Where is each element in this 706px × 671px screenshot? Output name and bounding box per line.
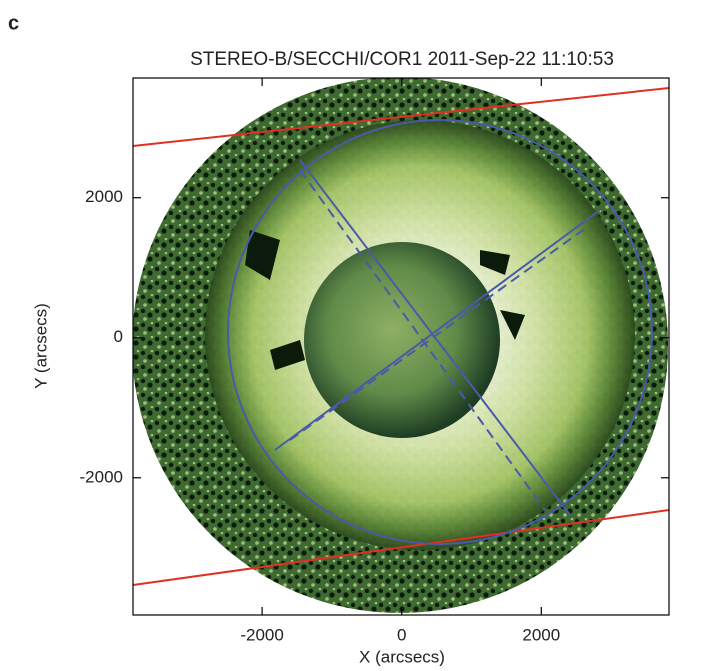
y-axis-label: Y (arcsecs) (31, 303, 50, 389)
y-tick-label: 2000 (85, 187, 123, 206)
figure: c STEREO-B/SECCHI/COR1 2011-Sep-22 11:10… (0, 0, 706, 671)
y-tick-label: -2000 (80, 467, 123, 486)
page: c STEREO-B/SECCHI/COR1 2011-Sep-22 11:10… (0, 0, 706, 671)
panel-label: c (8, 12, 19, 34)
x-tick-label: -2000 (240, 625, 283, 644)
coronagraph-image (132, 77, 669, 615)
x-tick-label: 0 (397, 625, 406, 644)
chart-title: STEREO-B/SECCHI/COR1 2011-Sep-22 11:10:5… (190, 49, 614, 70)
x-tick-label: 2000 (522, 625, 560, 644)
y-tick-label: 0 (114, 327, 123, 346)
x-axis-label: X (arcsecs) (359, 647, 445, 666)
